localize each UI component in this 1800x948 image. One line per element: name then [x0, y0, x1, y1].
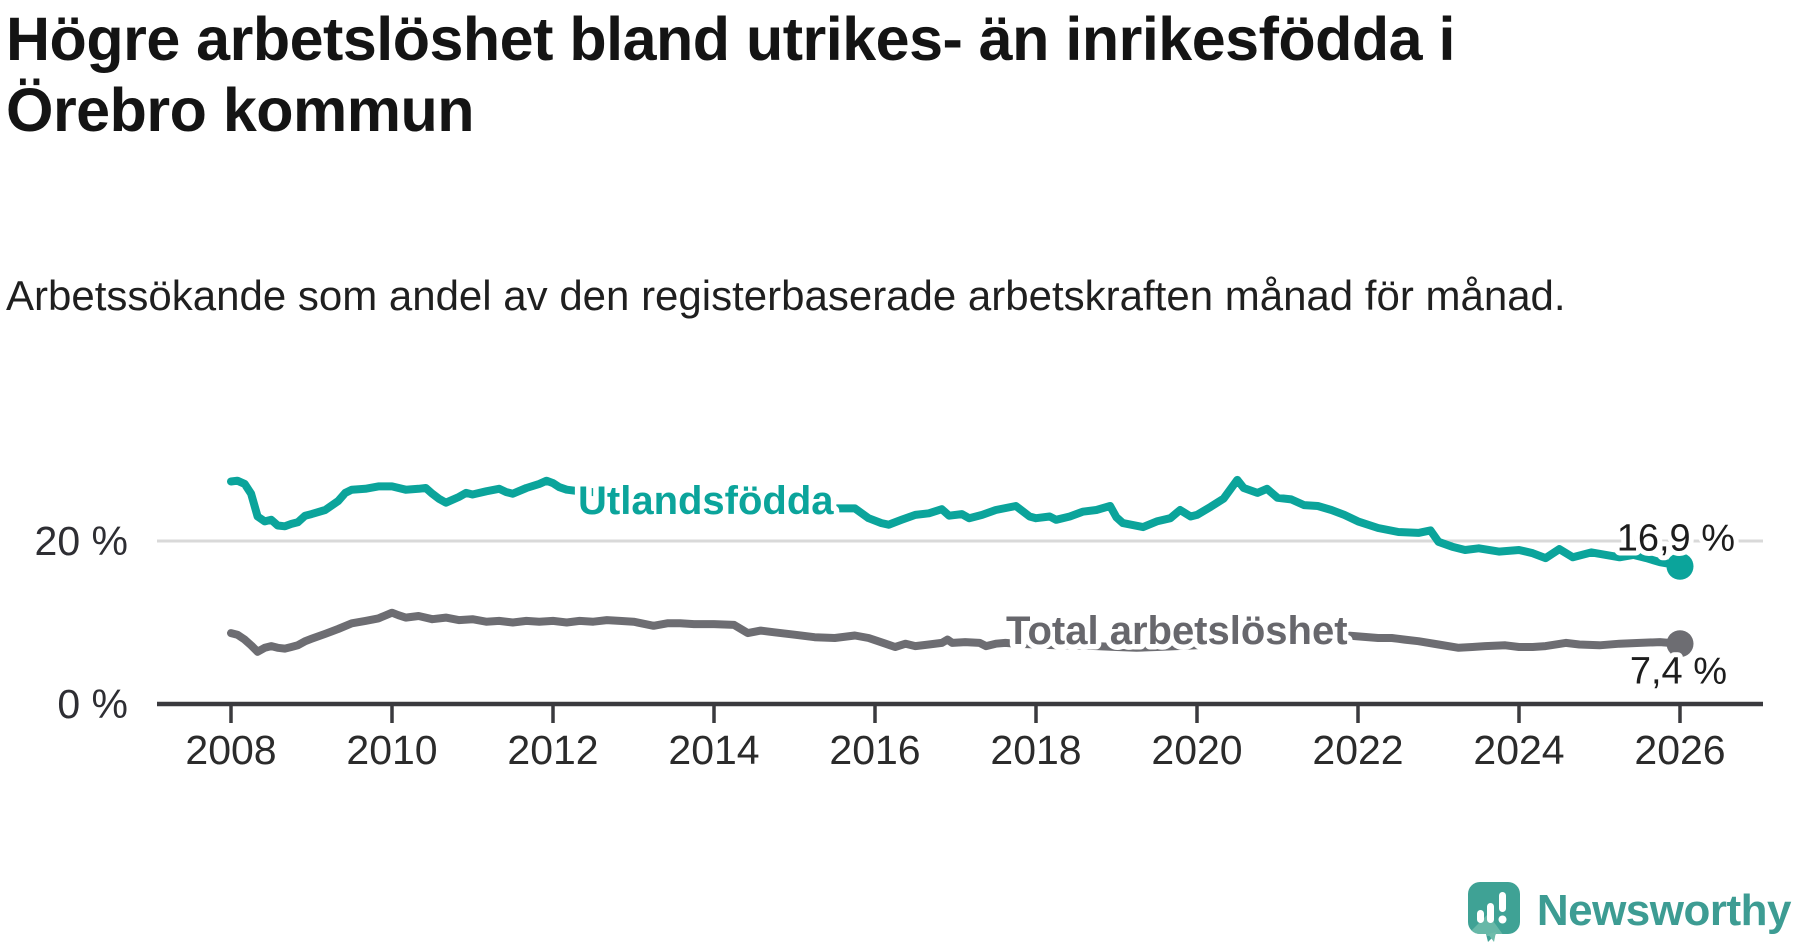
x-tick-label-2024: 2024 [1473, 727, 1564, 773]
logo-bar-tall [1486, 903, 1494, 923]
x-tick-label-2022: 2022 [1312, 727, 1403, 773]
title-line-1: Högre arbetslöshet bland utrikes- än inr… [6, 5, 1455, 73]
x-tick-label-2014: 2014 [668, 727, 759, 773]
x-tick-label-2018: 2018 [990, 727, 1081, 773]
series-label-utlandsfodda: Utlandsfödda [578, 479, 834, 523]
y-axis-label-20: 20 % [35, 518, 128, 564]
x-tick-label-2008: 2008 [185, 727, 276, 773]
series-line-total [227, 608, 1684, 656]
series-line-utlandsfodda [227, 475, 1684, 571]
end-dot-total [1666, 630, 1694, 658]
logo-exclamation-stem [1498, 892, 1506, 912]
x-tick-label-2016: 2016 [829, 727, 920, 773]
logo-bubble-tail [1487, 932, 1496, 942]
logo-exclamation-dot [1498, 915, 1507, 924]
title-line-2: Örebro kommun [6, 75, 475, 144]
newsworthy-logo-icon [1467, 882, 1520, 942]
x-tick-label-2012: 2012 [507, 727, 598, 773]
chart-subtitle: Arbetssökande som andel av den registerb… [6, 272, 1566, 319]
series-label-total: Total arbetslöshet [1006, 609, 1348, 653]
value-label-total: 7,4 % [1630, 651, 1727, 693]
value-label-utlandsfodda: 16,9 % [1617, 517, 1735, 559]
x-tick-label-2010: 2010 [346, 727, 437, 773]
logo-bar-small [1476, 910, 1484, 923]
x-tick-label-2026: 2026 [1634, 727, 1725, 773]
brand-name: Newsworthy [1536, 886, 1792, 935]
y-axis-label-0: 0 % [57, 681, 128, 727]
end-dot-utlandsfodda [1666, 552, 1694, 580]
brand-logo: Newsworthy [1466, 880, 1792, 942]
logo-bubble-accent [1467, 914, 1504, 936]
page-title: Högre arbetslöshet bland utrikes- än inr… [6, 4, 1455, 146]
x-tick-label-2020: 2020 [1151, 727, 1242, 773]
